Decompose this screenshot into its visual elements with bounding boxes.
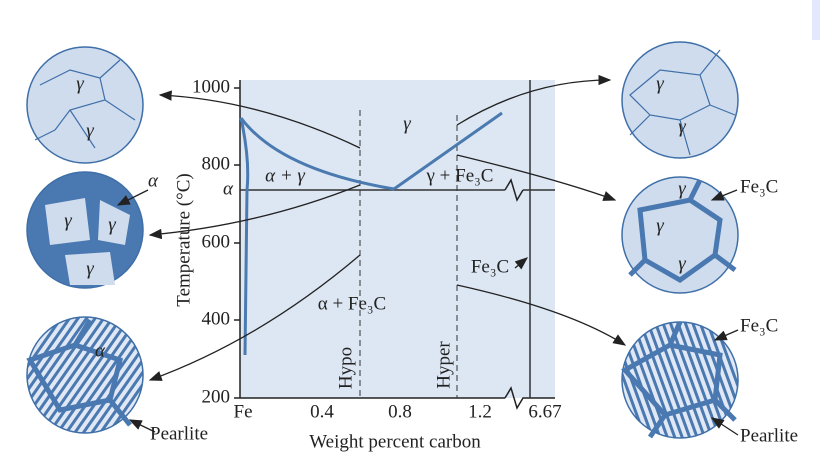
region-label: γ + Fe₃C xyxy=(426,165,494,186)
x-tick-label: 1.2 xyxy=(468,401,492,422)
region-label: γ xyxy=(403,113,411,134)
x-tick-label: 6.67 xyxy=(528,401,561,422)
region-label: α xyxy=(223,178,234,199)
region-label: Hypo xyxy=(335,347,356,389)
micro-label: γ xyxy=(64,210,72,231)
micro-label: γ xyxy=(656,215,664,236)
y-axis-label: Temperature (°C) xyxy=(173,173,194,306)
y-tick-label: 1000 xyxy=(192,76,230,97)
micro-label: γ xyxy=(86,258,94,279)
y-tick-label: 200 xyxy=(202,386,231,407)
arrows xyxy=(116,74,739,436)
micro-label: γ xyxy=(678,178,686,199)
region-label: Fe₃C xyxy=(471,256,509,277)
x-tick-label: Fe xyxy=(234,401,253,422)
plot-area xyxy=(240,80,555,398)
x-axis-label: Weight percent carbon xyxy=(309,431,481,452)
region-label: α + Fe₃C xyxy=(318,293,386,314)
region-label: α + γ xyxy=(265,165,305,186)
plot xyxy=(234,80,555,410)
micro-label: Fe₃C xyxy=(740,315,778,336)
micro-label: γ xyxy=(108,214,116,235)
micro-label: Pearlite xyxy=(150,423,208,444)
y-tick-label: 800 xyxy=(202,153,231,174)
x-tick-label: 0.4 xyxy=(310,401,334,422)
micro-label: γ xyxy=(678,116,686,137)
y-tick-label: 600 xyxy=(202,231,231,252)
micro-label: Pearlite xyxy=(740,425,798,446)
micro-label: γ xyxy=(656,73,664,94)
micro-label: γ xyxy=(76,73,84,94)
y-tick-label: 400 xyxy=(202,308,231,329)
micro-label: α xyxy=(148,170,159,191)
micro-label: Fe₃C xyxy=(740,176,778,197)
scroll-edge xyxy=(812,0,820,40)
microstructures xyxy=(26,41,739,439)
micro-label: γ xyxy=(678,253,686,274)
micro-label: γ xyxy=(86,120,94,141)
region-label: Hyper xyxy=(433,341,454,389)
x-tick-label: 0.8 xyxy=(388,401,412,422)
micro-label: α xyxy=(95,340,106,361)
